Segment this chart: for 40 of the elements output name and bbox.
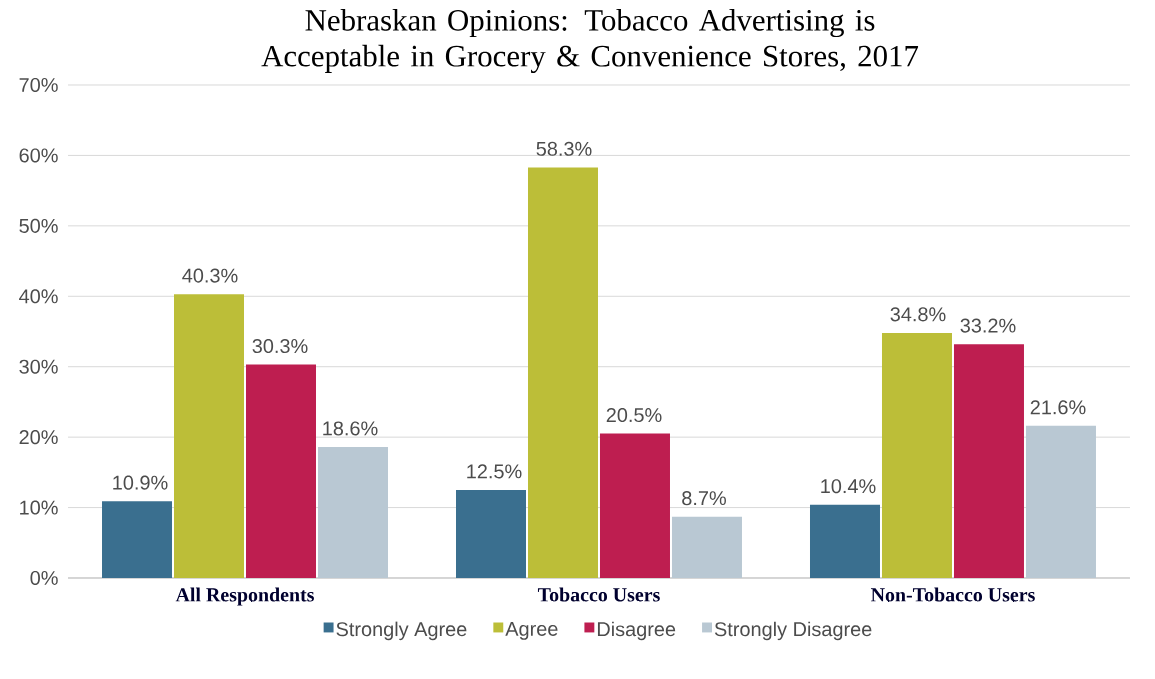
data-label: 34.8% <box>890 307 946 322</box>
legend-label: Strongly Disagree <box>714 621 872 641</box>
legend-label: Strongly Agree <box>336 621 467 641</box>
bar <box>456 489 526 578</box>
x-tick-label: Tobacco Users <box>537 587 660 602</box>
bar <box>881 332 952 578</box>
bar <box>174 294 244 578</box>
bar <box>102 501 173 578</box>
data-label: 20.5% <box>606 408 662 423</box>
y-tick-label: 0% <box>30 570 58 586</box>
chart-title: Nebraskan Opinions: Tobacco Advertising is Acceptable in Grocery & Convenience Stores, 2017 <box>261 9 919 73</box>
bar <box>317 447 388 578</box>
bar <box>599 433 670 578</box>
y-tick-label: 20% <box>19 430 58 445</box>
bar <box>953 344 1024 578</box>
data-label: 10.4% <box>821 479 876 494</box>
bar <box>1025 425 1096 578</box>
data-label: 58.3% <box>536 141 592 156</box>
y-tick-label: 40% <box>19 289 58 304</box>
data-label: 30.3% <box>252 338 308 354</box>
data-label: 18.6% <box>323 421 378 436</box>
legend-label: Disagree <box>597 621 676 641</box>
data-label: 33.2% <box>960 318 1016 333</box>
data-label: 10.9% <box>113 475 168 490</box>
legend-label: Agree <box>505 621 558 640</box>
x-tick-label: Non-Tobacco Users <box>870 587 1035 602</box>
data-label: 21.6% <box>1030 400 1086 415</box>
bar <box>671 516 742 578</box>
data-label: 40.3% <box>182 268 238 283</box>
bar <box>809 504 880 578</box>
y-tick-label: 50% <box>19 218 58 233</box>
bar <box>245 364 316 578</box>
y-tick-label: 60% <box>19 148 58 163</box>
y-tick-label: 10% <box>20 500 58 515</box>
x-tick-label: All Respondents <box>175 587 314 606</box>
bar <box>527 167 598 578</box>
data-label: 8.7% <box>682 491 726 506</box>
data-label: 12.5% <box>467 464 522 479</box>
y-tick-label: 30% <box>19 359 58 374</box>
y-tick-label: 70% <box>19 77 58 93</box>
